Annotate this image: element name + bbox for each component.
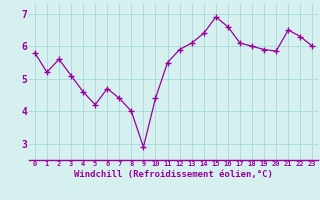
X-axis label: Windchill (Refroidissement éolien,°C): Windchill (Refroidissement éolien,°C) — [74, 170, 273, 179]
